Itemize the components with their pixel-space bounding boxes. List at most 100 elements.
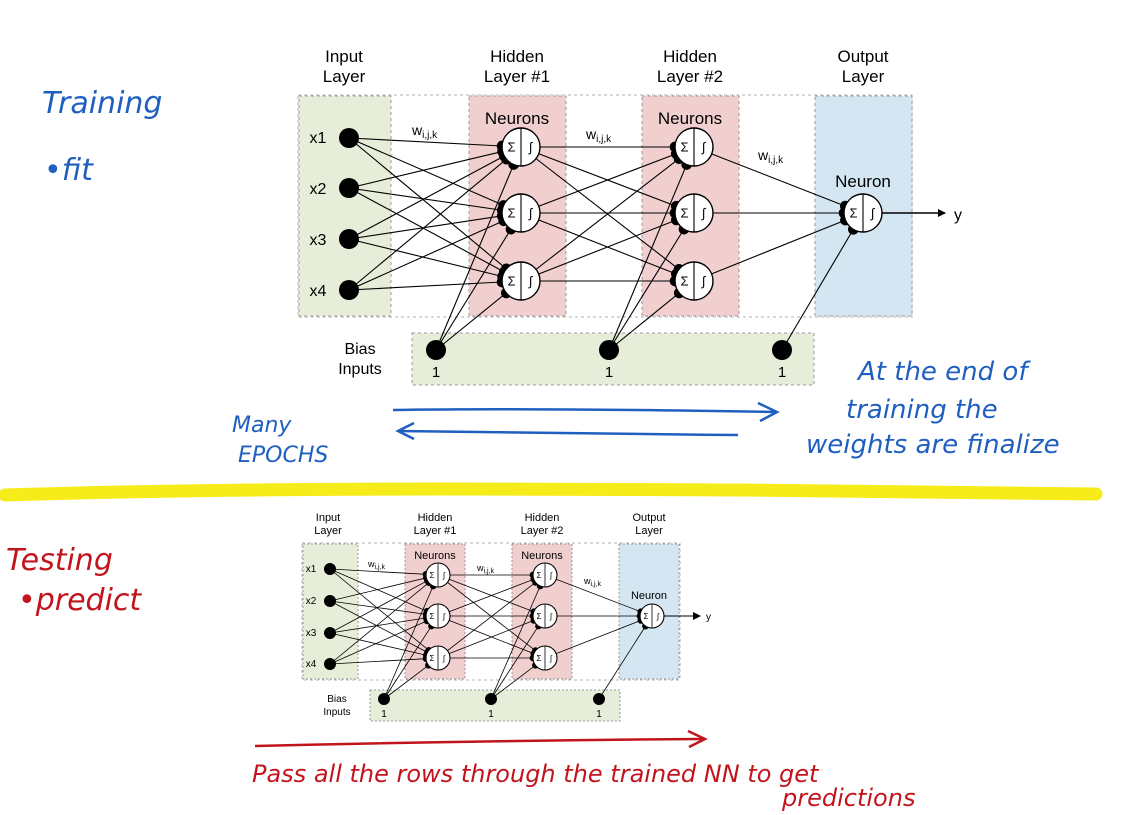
neuron-node: Σ ∫ (674, 261, 714, 301)
svg-text:wi,j,k: wi,j,k (367, 559, 386, 571)
weight-connection (348, 220, 504, 291)
bias-connection (490, 585, 541, 700)
input-node (324, 627, 336, 639)
step-symbol: ∫ (528, 206, 534, 221)
weight-connection (348, 238, 503, 278)
bias-connection (435, 292, 507, 351)
weight-connection (520, 153, 677, 214)
weight-connection (329, 600, 428, 653)
weight-connection (329, 568, 428, 612)
input-label-x3: x3 (310, 232, 327, 249)
bias-label-2: Inputs (338, 361, 382, 378)
step-symbol: ∫ (549, 654, 553, 663)
output-layer-label-2: Layer (842, 67, 885, 86)
weight-connection (437, 574, 534, 613)
bias-value-3: 1 (596, 709, 602, 720)
weight-connection (329, 568, 427, 575)
weight-connection (520, 212, 677, 275)
neuron-node: Σ ∫ (501, 127, 541, 167)
sum-symbol: Σ (537, 571, 542, 580)
input-layer-label-1: Input (316, 512, 340, 524)
hidden-layer-1-label-2: Layer #1 (414, 525, 457, 537)
step-symbol: ∫ (528, 274, 534, 289)
bias-connection (781, 229, 854, 351)
step-symbol: ∫ (549, 612, 553, 621)
bias-value-1: 1 (432, 364, 440, 381)
weight-connection (693, 219, 846, 282)
svg-text:wi,j,k: wi,j,k (757, 147, 784, 166)
neuron-node: Σ ∫ (639, 603, 665, 629)
step-symbol: ∫ (656, 612, 660, 621)
input-label-x2: x2 (310, 181, 327, 198)
svg-text:wi,j,k: wi,j,k (583, 576, 602, 588)
weight-connection (348, 137, 504, 206)
svg-text:wi,j,k: wi,j,k (411, 122, 438, 141)
neuron-node: Σ ∫ (843, 193, 883, 233)
yellow-divider-stroke (0, 482, 1103, 502)
bias-connection (383, 664, 429, 700)
network-nodes: Σ ∫Σ ∫Σ ∫Σ ∫Σ ∫Σ ∫Σ ∫ (339, 127, 883, 360)
weight-connection (348, 187, 505, 273)
hidden-layer-2-label-1: Hidden (525, 512, 560, 524)
hidden-2-neurons-label: Neurons (658, 109, 722, 128)
bias-connection (383, 625, 432, 700)
hidden-2-neurons-label: Neurons (521, 550, 563, 562)
bias-connection (608, 292, 680, 351)
weight-connection (329, 582, 429, 665)
input-node (324, 595, 336, 607)
step-symbol: ∫ (442, 654, 446, 663)
svg-text:wi,j,k: wi,j,k (476, 563, 495, 575)
weight-connection (437, 615, 534, 654)
neuron-node: Σ ∫ (501, 193, 541, 233)
sum-symbol: Σ (537, 654, 542, 663)
step-symbol: ∫ (442, 612, 446, 621)
neuron-node: Σ ∫ (532, 645, 558, 671)
weight-connection (520, 146, 680, 270)
neuron-node: Σ ∫ (425, 603, 451, 629)
output-y-label: y (706, 612, 711, 623)
input-layer-label-1: Input (325, 47, 363, 66)
bias-value-2: 1 (488, 709, 494, 720)
note-training: Training (42, 86, 162, 121)
weight-label: wi,j,k (585, 126, 612, 145)
weight-connection (348, 137, 503, 147)
weight-connection (329, 617, 427, 634)
sum-symbol: Σ (644, 612, 649, 621)
output-layer-label-1: Output (837, 47, 888, 66)
note-end-training-3: weights are finalize (806, 430, 1060, 460)
note-end-training-2: training the (846, 395, 998, 425)
testing-network-diagram: Input Layer Hidden Layer #1 Hidden Layer… (301, 512, 711, 722)
neuron-node: Σ ∫ (532, 603, 558, 629)
input-node (324, 563, 336, 575)
input-layer-label-2: Layer (314, 525, 342, 537)
bias-node (772, 340, 792, 360)
bias-node (426, 340, 446, 360)
bias-label-1: Bias (327, 694, 346, 705)
input-node (339, 128, 359, 148)
sum-symbol: Σ (849, 206, 857, 221)
weight-connection (329, 600, 427, 615)
sum-symbol: Σ (430, 654, 435, 663)
svg-text:wi,j,k: wi,j,k (585, 126, 612, 145)
bias-connection (383, 585, 434, 700)
network-frame (297, 94, 913, 318)
forward-epoch-arrow (392, 401, 780, 423)
note-predict: •predict (18, 583, 142, 618)
step-symbol: ∫ (701, 274, 707, 289)
weight-label: wi,j,k (367, 559, 386, 571)
bias-connection (435, 164, 515, 351)
bias-value-1: 1 (381, 709, 387, 720)
bias-connection (598, 625, 646, 700)
input-label-x4: x4 (310, 283, 327, 300)
step-symbol: ∫ (442, 571, 446, 580)
weight-connection (544, 620, 641, 659)
bias-node (378, 693, 390, 705)
note-fit: •fit (44, 153, 94, 188)
weight-connection (329, 632, 427, 656)
hidden-layer-2-label-2: Layer #2 (521, 525, 564, 537)
input-label-x1: x1 (310, 130, 327, 147)
weight-connection (437, 574, 536, 651)
weight-connection (348, 281, 503, 291)
bias-node (485, 693, 497, 705)
